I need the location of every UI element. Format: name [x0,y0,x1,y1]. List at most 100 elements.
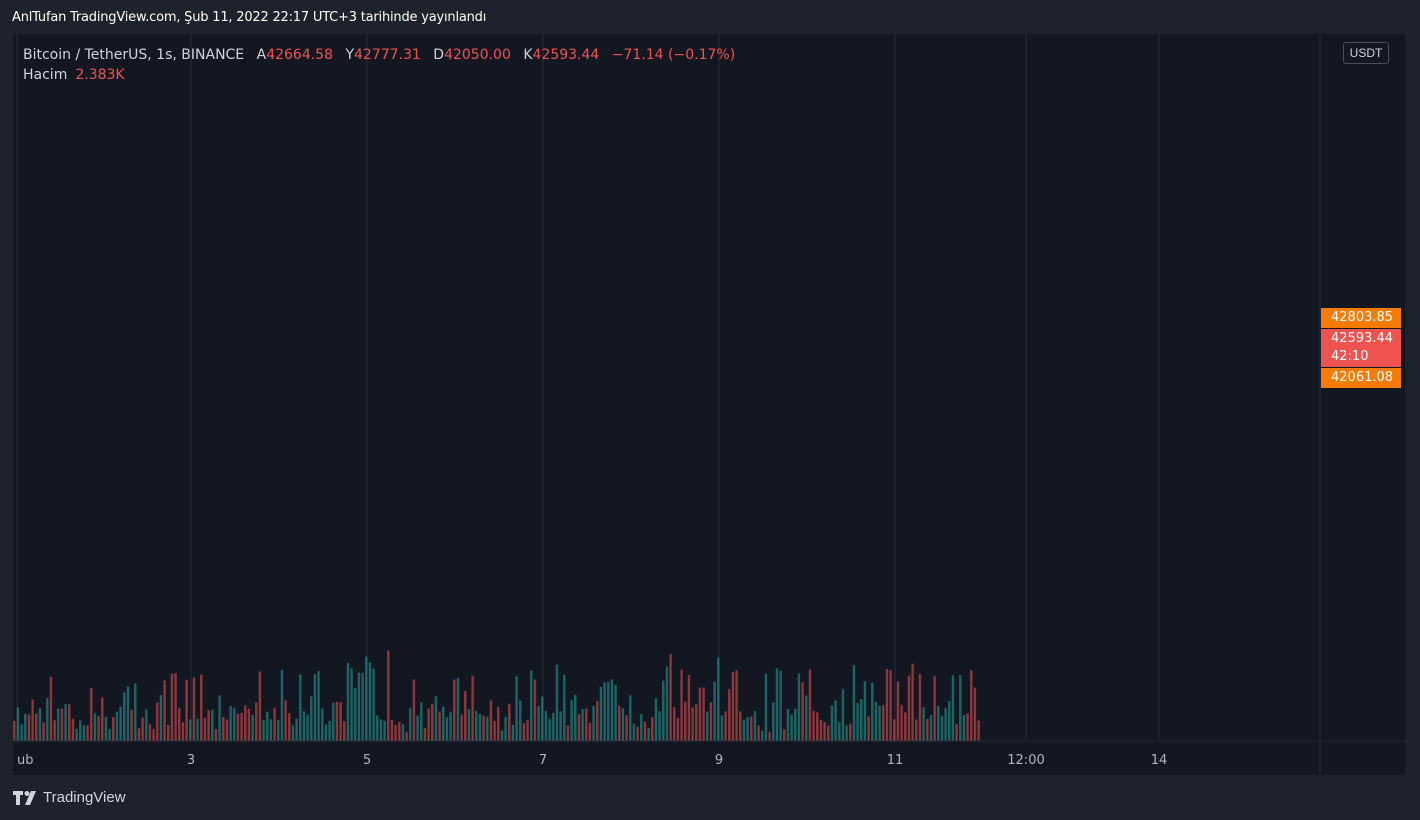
volume-bar [365,656,368,741]
volume-bar [724,711,727,741]
time-tick-label: ub [17,753,34,768]
volume-bar [731,672,735,741]
volume-bar [544,710,548,741]
volume-bar [574,694,577,741]
volume-bar [489,700,493,741]
volume-bar [500,730,504,741]
volume-bar [643,721,647,741]
volume-bar [251,714,254,741]
volume-bar [739,711,742,741]
volume-bar [394,724,397,741]
volume-bar [750,716,753,741]
volume-bar [196,718,199,741]
volume-bar [240,713,243,741]
volume-bar [680,669,683,741]
volume-bar [805,695,808,741]
symbol-label[interactable]: Bitcoin / TetherUS, 1s, BINANCE [23,47,245,63]
volume-bar [691,707,694,741]
grid [16,34,1160,741]
volume-bar [181,722,185,741]
volume-bar [497,706,500,741]
volume-bar [852,665,856,741]
volume-bar [284,700,287,741]
volume-bar [431,703,434,741]
volume-bar [416,715,419,741]
volume-bar [702,687,705,741]
currency-button[interactable]: USDT [1343,42,1389,64]
volume-bar [35,713,38,741]
volume-bar [779,670,782,741]
volume-bar [896,681,900,741]
volume-bar [874,701,878,741]
volume-bar [27,714,31,741]
open-value: 42664.58 [266,47,333,63]
volume-bar [24,713,27,741]
volume-bar [863,681,867,741]
volume-bar [372,668,375,741]
volume-bar [236,713,240,741]
volume-bar [218,695,221,741]
volume-bar [258,671,262,741]
level-bottom-price-label: 42061.08 [1321,368,1401,388]
time-tick-label: 11 [887,753,904,768]
volume-bar [49,676,53,741]
tradingview-logo-icon [13,790,36,805]
volume-bar [959,675,962,741]
volume-bar [977,720,980,741]
volume-bar [438,711,441,741]
volume-bar [46,697,49,741]
volume-bar [244,705,247,741]
time-tick-label: 3 [187,753,195,768]
volume-bar [192,677,196,741]
volume-bar [229,705,232,741]
close-value: 42593.44 [532,47,600,63]
volume-bar [145,709,148,741]
volume-bar [247,708,251,741]
high-label: Y [345,47,355,63]
volume-bar [885,668,889,741]
volume-bar [71,718,75,741]
volume-bar [592,705,595,741]
volume-bar [878,705,881,741]
last-price-label: 42593.44 42:10 [1321,329,1401,367]
tradingview-brand[interactable]: TradingView [13,789,126,806]
volume-bar [273,707,276,741]
volume-bar [409,708,412,741]
volume-bar [255,702,258,741]
volume-bar [31,699,34,741]
time-tick-label: 14 [1151,753,1168,768]
volume-bar [38,708,42,741]
volume-bar [376,715,379,741]
volume-label: Hacim [23,67,68,83]
volume-bar [471,675,474,741]
candlestick-chart[interactable]: 48000.0047000.0046000.0045000.0044000.00… [13,34,1405,775]
volume-bar [295,718,298,741]
volume-bar [940,715,944,741]
volume-bar [134,683,137,741]
volume-bar [148,724,152,741]
volume-bar [830,705,834,741]
volume-bar [405,732,408,741]
volume-bar [504,717,507,741]
volume-bar [962,714,966,741]
volume-bar [119,706,122,741]
close-label: K [523,47,533,63]
volume-bar [57,708,60,741]
volume-bar [368,662,372,741]
volume-bar [588,722,592,741]
volume-bar [841,689,845,741]
volume-bar [614,684,617,741]
volume-bar [856,702,859,741]
volume-bar [266,711,269,741]
volume-bar [761,730,764,741]
volume-bar [929,715,933,741]
volume-bar [178,708,181,741]
volume-bar [772,702,775,741]
volume-bar [387,650,390,741]
volume-bar [867,716,870,741]
volume-bar [618,705,621,741]
volume-bar [599,686,603,741]
volume-bar [68,704,71,741]
volume-bar [467,708,471,741]
volume-bar [225,719,229,741]
